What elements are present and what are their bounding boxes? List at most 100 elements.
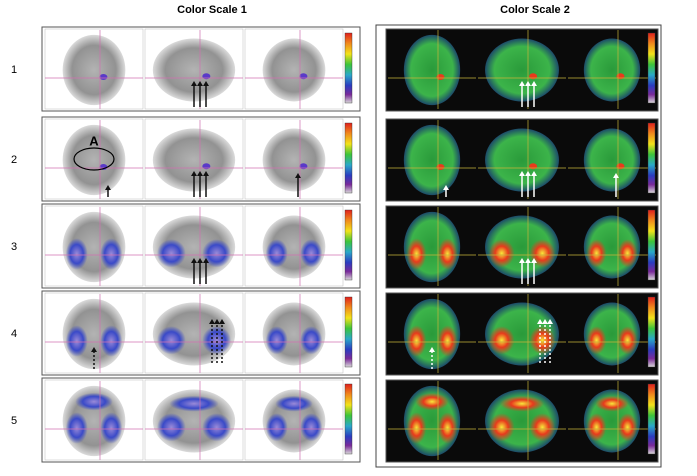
uptake <box>202 413 232 442</box>
uptake <box>595 395 629 412</box>
column-header: Color Scale 2 <box>500 4 570 16</box>
uptake <box>156 413 186 442</box>
column-header: Color Scale 1 <box>177 4 247 16</box>
arrow-head <box>203 258 209 263</box>
uptake <box>99 74 108 81</box>
arrow-head <box>197 171 203 176</box>
uptake <box>616 163 625 170</box>
brain <box>583 128 641 192</box>
uptake <box>406 325 427 357</box>
uptake <box>299 163 308 170</box>
uptake <box>529 73 538 80</box>
arrow-head <box>525 258 531 263</box>
color-bar <box>344 209 353 281</box>
arrow-head <box>519 171 525 176</box>
color-bar <box>647 122 656 194</box>
row-label: 4 <box>11 328 17 340</box>
uptake <box>617 239 638 268</box>
color-bar <box>647 296 656 368</box>
uptake <box>100 238 123 270</box>
uptake <box>156 326 186 355</box>
uptake <box>529 239 556 268</box>
uptake <box>299 73 308 80</box>
arrow-head <box>613 173 619 178</box>
uptake <box>65 325 88 357</box>
uptake <box>265 239 288 268</box>
arrow-head <box>203 171 209 176</box>
arrow-head <box>531 171 537 176</box>
brain <box>152 128 236 192</box>
uptake <box>300 326 323 355</box>
arrow-head <box>214 319 220 324</box>
uptake <box>202 326 232 355</box>
arrow-head <box>191 258 197 263</box>
uptake <box>265 326 288 355</box>
uptake <box>488 413 515 442</box>
color-bar <box>344 122 353 194</box>
uptake <box>300 239 323 268</box>
uptake <box>617 413 638 442</box>
uptake <box>529 326 556 355</box>
uptake <box>202 163 211 170</box>
uptake <box>156 239 186 268</box>
brain <box>485 38 559 102</box>
uptake <box>586 413 607 442</box>
panel-border <box>375 24 662 468</box>
arrow-head <box>91 347 97 352</box>
arrow-head <box>197 81 203 86</box>
brain <box>403 34 461 106</box>
uptake <box>202 73 211 80</box>
arrow-head <box>197 258 203 263</box>
uptake <box>529 413 556 442</box>
color-bar <box>647 32 656 104</box>
uptake <box>529 163 538 170</box>
brain <box>403 124 461 196</box>
uptake <box>169 395 219 412</box>
arrow-head <box>209 319 215 324</box>
uptake <box>406 412 427 444</box>
uptake <box>75 392 113 411</box>
color-bar <box>344 296 353 368</box>
arrow-head <box>191 81 197 86</box>
brain <box>262 38 326 102</box>
row-label: 3 <box>11 241 17 253</box>
uptake <box>202 239 232 268</box>
uptake <box>300 413 323 442</box>
uptake <box>65 238 88 270</box>
row-label: 5 <box>11 415 17 427</box>
brain <box>62 124 126 196</box>
uptake <box>65 412 88 444</box>
brain <box>62 34 126 106</box>
annotation-label: A <box>89 133 99 148</box>
uptake <box>586 239 607 268</box>
row-label: 2 <box>11 154 17 166</box>
uptake <box>436 164 445 171</box>
arrow-head <box>203 81 209 86</box>
arrow-head <box>525 81 531 86</box>
color-bar <box>344 32 353 104</box>
brain <box>262 128 326 192</box>
brain <box>152 38 236 102</box>
arrow-head <box>219 319 225 324</box>
uptake <box>100 412 123 444</box>
uptake <box>100 325 123 357</box>
cells: 1 2 3 4 5 A <box>11 26 659 463</box>
uptake <box>616 73 625 80</box>
arrow-head <box>525 171 531 176</box>
uptake <box>617 326 638 355</box>
annotation-ring <box>73 147 115 171</box>
arrow-head <box>547 319 553 324</box>
uptake <box>499 395 545 412</box>
arrow-head <box>519 81 525 86</box>
arrow-head <box>531 258 537 263</box>
brain <box>485 128 559 192</box>
arrow-head <box>105 185 111 190</box>
uptake <box>275 395 313 412</box>
brain <box>583 38 641 102</box>
arrow-head <box>519 258 525 263</box>
uptake <box>488 326 515 355</box>
uptake <box>437 412 458 444</box>
color-bar <box>647 383 656 455</box>
color-bar <box>344 383 353 455</box>
